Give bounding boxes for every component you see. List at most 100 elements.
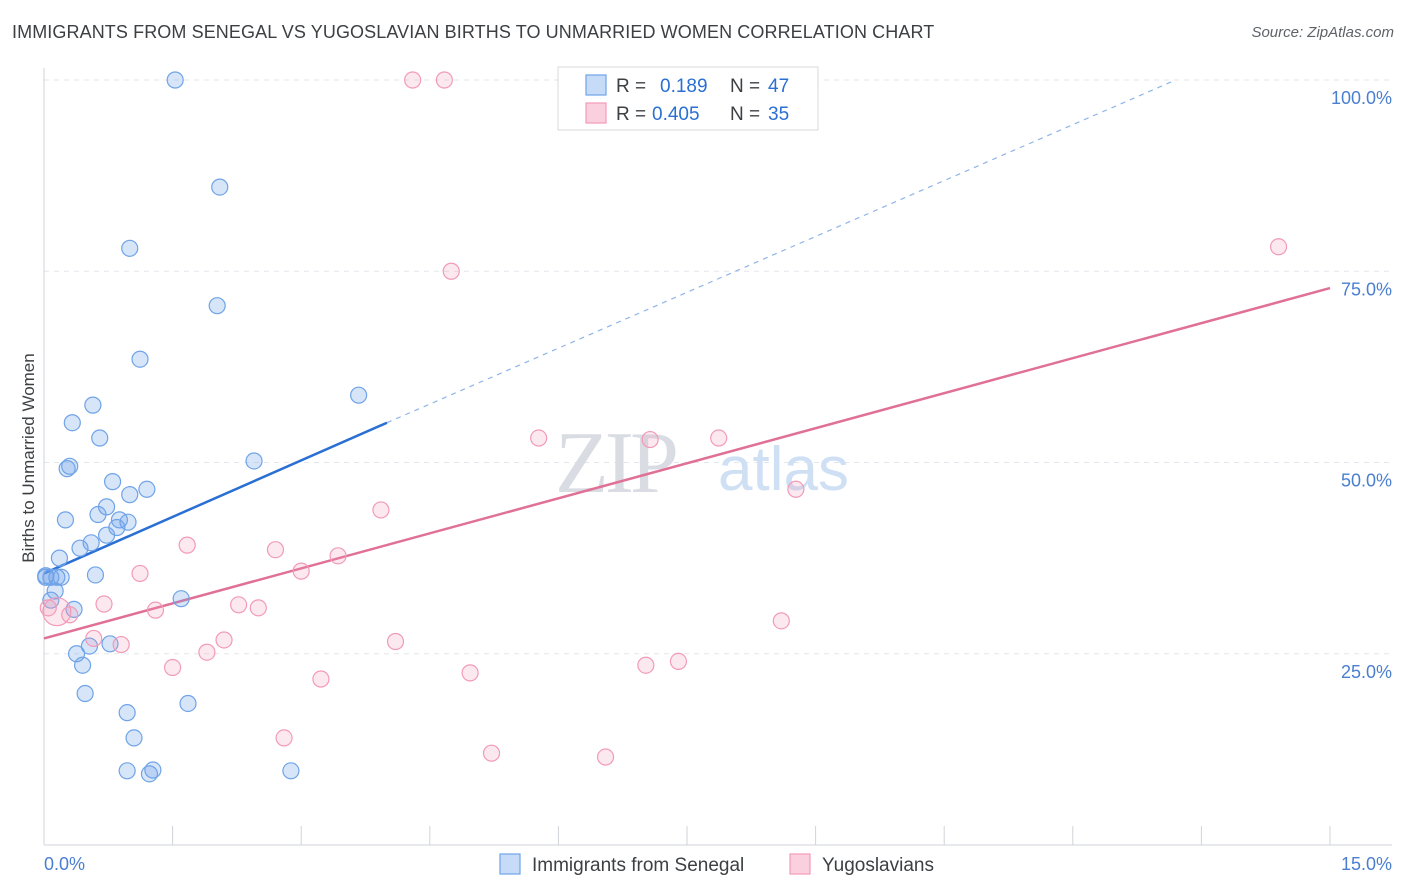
trendline-yugoslavian xyxy=(43,286,1331,640)
data-point-senegal xyxy=(138,480,156,498)
bottom-legend-swatch-yugoslavian xyxy=(789,853,811,875)
data-point-senegal xyxy=(245,452,263,470)
data-point-yugoslavian xyxy=(42,597,72,627)
data-point-yugoslavian xyxy=(329,547,347,565)
data-point-yugoslavian xyxy=(178,536,196,554)
data-point-yugoslavian xyxy=(275,729,293,747)
x-tick-label-max: 15.0% xyxy=(1341,854,1392,874)
y-tick-label: 100.0% xyxy=(1331,88,1392,108)
chart-title: IMMIGRANTS FROM SENEGAL VS YUGOSLAVIAN B… xyxy=(12,22,935,42)
data-point-yugoslavian xyxy=(131,564,149,583)
legend-r-label: R = xyxy=(616,104,646,125)
data-point-yugoslavian xyxy=(85,629,103,648)
data-point-senegal xyxy=(82,534,100,552)
data-point-senegal xyxy=(58,460,76,478)
data-point-senegal xyxy=(121,486,139,504)
data-point-senegal xyxy=(131,350,149,368)
data-point-senegal xyxy=(76,684,94,703)
data-point-yugoslavian xyxy=(641,430,659,449)
legend-swatch-yugoslavian xyxy=(585,102,607,124)
data-point-yugoslavian xyxy=(530,429,548,447)
data-point-senegal xyxy=(125,729,143,747)
gridlines xyxy=(44,79,1392,655)
y-tick-label: 50.0% xyxy=(1341,471,1392,491)
data-point-senegal xyxy=(63,414,81,432)
data-point-senegal xyxy=(211,178,229,196)
y-tick-label: 75.0% xyxy=(1341,279,1392,299)
bottom-legend-label-yugoslavian: Yugoslavians xyxy=(822,855,934,876)
trendline-senegal-extension xyxy=(386,79,1176,424)
data-point-yugoslavian xyxy=(404,71,422,89)
data-point-yugoslavian xyxy=(292,562,310,580)
data-point-senegal xyxy=(282,762,300,780)
data-point-yugoslavian xyxy=(710,429,728,447)
data-point-senegal xyxy=(103,473,122,491)
data-point-senegal xyxy=(140,765,159,783)
data-point-yugoslavian xyxy=(164,658,182,677)
data-point-yugoslavian xyxy=(772,612,790,630)
bottom-legend-swatch-senegal xyxy=(499,853,521,875)
data-point-senegal xyxy=(118,704,136,722)
data-point-senegal xyxy=(97,526,116,544)
data-point-yugoslavian xyxy=(39,599,57,617)
data-point-yugoslavian xyxy=(249,599,267,617)
data-point-senegal xyxy=(179,694,197,713)
data-point-yugoslavian xyxy=(461,664,479,682)
bottom-legend-label-senegal: Immigrants from Senegal xyxy=(532,855,744,876)
legend-r-value: 0.405 xyxy=(652,104,700,125)
data-point-senegal xyxy=(119,513,137,531)
legend-swatch-senegal xyxy=(585,74,607,96)
watermark-atlas: atlas xyxy=(718,435,849,504)
stats-legend: R = 0.189 N = 47 R = 0.405 N = 35 xyxy=(557,66,819,131)
trend-lines xyxy=(43,79,1331,640)
legend-n-value: 35 xyxy=(768,104,789,125)
series-yugoslavian-points xyxy=(39,71,1288,766)
watermark-zip: ZIP xyxy=(555,415,676,512)
data-point-yugoslavian xyxy=(95,595,113,613)
legend-n-value: 47 xyxy=(768,76,789,97)
data-point-senegal xyxy=(73,656,92,674)
data-point-senegal xyxy=(89,505,107,524)
chart-source: Source: ZipAtlas.com xyxy=(1251,24,1394,41)
y-axis-label: Births to Unmarried Women xyxy=(19,353,38,562)
data-point-senegal xyxy=(350,386,368,404)
data-point-yugoslavian xyxy=(312,670,330,688)
data-point-yugoslavian xyxy=(669,652,688,671)
data-point-senegal xyxy=(166,71,184,89)
data-point-yugoslavian xyxy=(215,631,233,649)
data-point-yugoslavian xyxy=(146,601,165,619)
data-point-senegal xyxy=(208,297,226,315)
data-point-yugoslavian xyxy=(198,643,216,661)
data-point-yugoslavian xyxy=(637,656,655,674)
data-point-yugoslavian xyxy=(372,501,390,519)
data-point-yugoslavian xyxy=(442,262,460,280)
data-point-yugoslavian xyxy=(266,541,285,559)
data-point-yugoslavian xyxy=(482,744,501,762)
legend-r-label: R = xyxy=(616,76,646,97)
data-point-senegal xyxy=(56,511,75,529)
bottom-legend: Immigrants from Senegal Yugoslavians xyxy=(499,853,934,876)
data-point-senegal xyxy=(91,429,109,447)
data-point-senegal xyxy=(172,590,190,608)
data-point-yugoslavian xyxy=(112,635,130,654)
data-point-yugoslavian xyxy=(386,632,405,651)
data-point-yugoslavian xyxy=(596,748,615,766)
data-point-senegal xyxy=(71,539,89,557)
data-point-yugoslavian xyxy=(230,596,248,614)
legend-n-label: N = xyxy=(730,76,760,97)
data-point-yugoslavian xyxy=(1269,238,1288,256)
data-point-senegal xyxy=(46,582,64,600)
data-point-senegal xyxy=(118,762,136,780)
trendline-senegal xyxy=(43,421,388,575)
y-tick-labels: 25.0% 50.0% 75.0% 100.0% xyxy=(1331,88,1392,682)
data-point-senegal xyxy=(84,396,102,414)
data-point-yugoslavian xyxy=(435,71,453,89)
legend-n-label: N = xyxy=(730,104,760,125)
watermark: ZIP atlas xyxy=(555,415,849,512)
data-point-senegal xyxy=(61,457,79,475)
data-point-senegal xyxy=(50,549,69,567)
legend-r-value: 0.189 xyxy=(660,76,708,97)
y-tick-label: 25.0% xyxy=(1341,662,1392,682)
data-point-senegal xyxy=(86,566,105,584)
